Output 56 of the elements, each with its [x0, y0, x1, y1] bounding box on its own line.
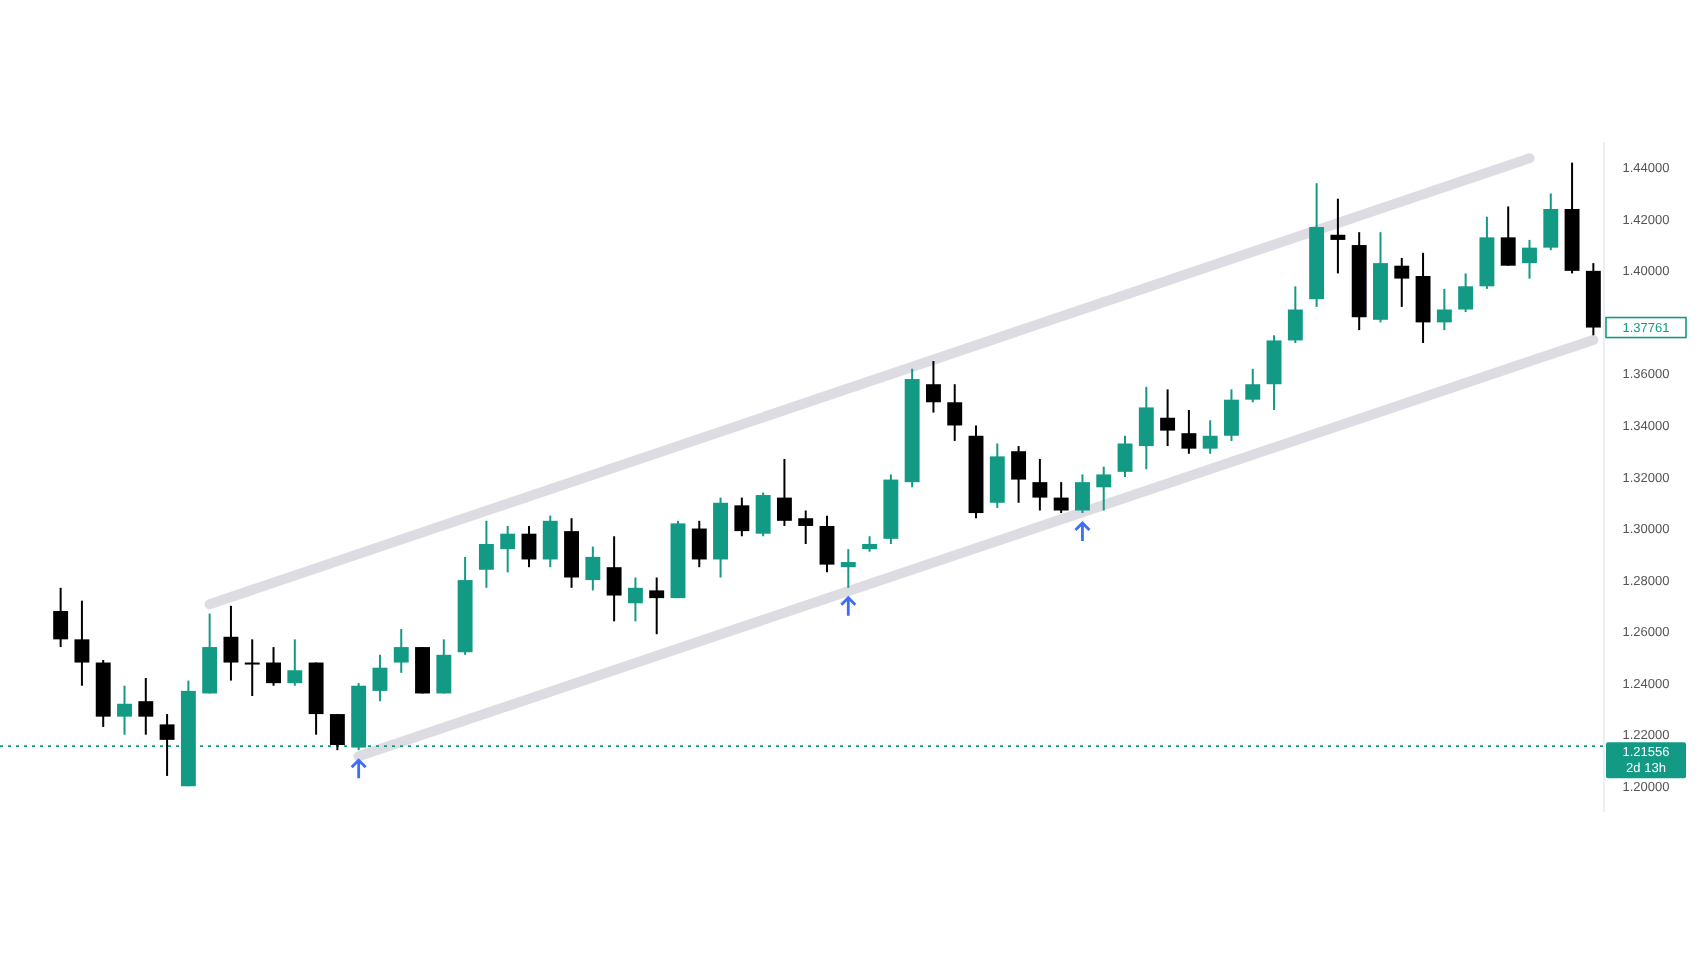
candlestick: [1500, 205, 1516, 267]
candlestick: [1543, 192, 1559, 252]
candlestick: [266, 646, 281, 687]
candlestick: [1266, 334, 1282, 411]
candlestick: [478, 519, 494, 589]
candlestick: [1096, 465, 1112, 512]
candlestick: [734, 496, 750, 538]
candlestick: [776, 457, 792, 527]
candlestick: [1202, 419, 1218, 455]
candlestick: [329, 713, 345, 752]
candlestick: [415, 646, 430, 695]
candlestick: [1160, 388, 1176, 448]
candlestick: [1053, 481, 1069, 515]
candlestick: [840, 548, 856, 589]
candlestick: [1224, 388, 1239, 442]
candlestick: [798, 509, 814, 545]
candlestick: [989, 442, 1005, 509]
candlestick: [1138, 385, 1154, 471]
candlestick: [542, 514, 558, 569]
candlestick: [436, 638, 452, 695]
candlestick: [1181, 409, 1197, 455]
candlestick: [117, 684, 132, 736]
candlestick: [1075, 473, 1090, 515]
candlestick: [649, 576, 665, 636]
candlestick: [691, 519, 707, 569]
candlestick: [393, 628, 409, 674]
candlestick: [627, 576, 643, 623]
candlestick: [819, 514, 835, 574]
candlestick: [1415, 251, 1431, 344]
candlestick: [74, 599, 90, 687]
candlestick: [564, 517, 579, 589]
candlestick: [138, 677, 154, 736]
candlestick: [1330, 197, 1346, 275]
candlestick: [1287, 285, 1303, 344]
candlestick: [500, 524, 516, 574]
candlestick: [925, 360, 941, 414]
candlestick: [1458, 272, 1474, 314]
candlestick: [1522, 238, 1537, 280]
candlestick: [159, 713, 175, 777]
candlestick: [755, 491, 771, 538]
candlestick: [1032, 457, 1048, 512]
candlestick: [1394, 256, 1410, 308]
candlestick: [202, 612, 218, 695]
candlestick: [947, 383, 963, 442]
candlestick: [521, 524, 537, 569]
candlestick: [287, 638, 303, 687]
candlestick: [372, 653, 388, 703]
candlestick: [1011, 445, 1027, 504]
candlestick: [244, 638, 260, 698]
candlestick: [1117, 434, 1133, 478]
candlestick: [53, 586, 69, 649]
candlestick: [1245, 367, 1261, 404]
candlestick: [585, 545, 601, 592]
candlestick: [606, 535, 622, 623]
candlestick: [1436, 287, 1452, 332]
candlestick: [223, 604, 239, 682]
